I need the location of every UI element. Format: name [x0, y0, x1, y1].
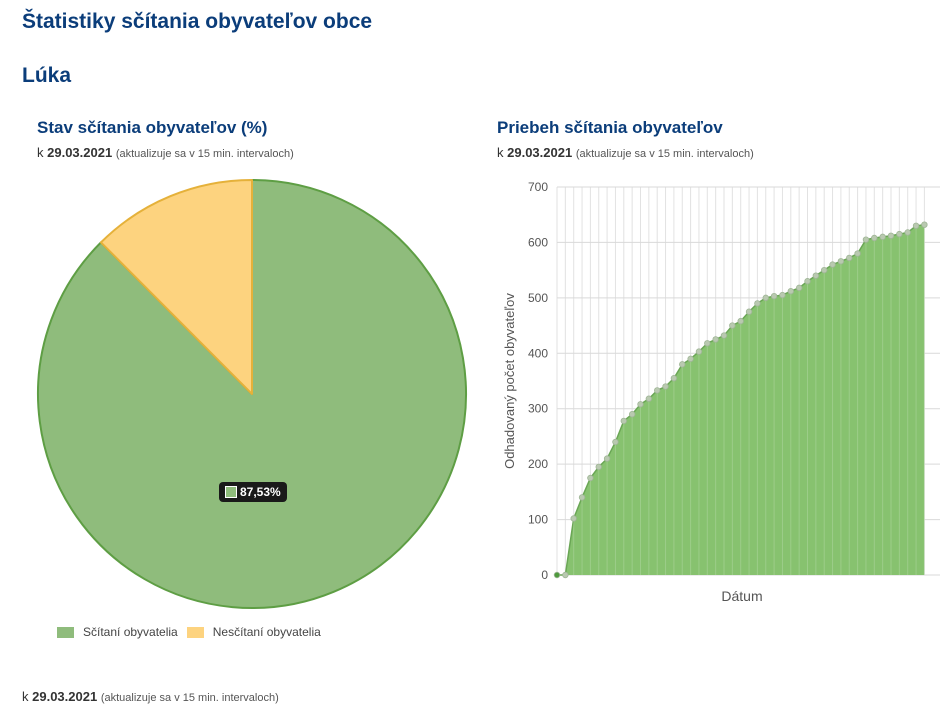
asof-prefix: k [497, 145, 504, 160]
data-point[interactable] [578, 494, 586, 501]
data-point[interactable] [795, 284, 803, 292]
y-axis-label: Odhadovaný počet obyvateľov [502, 293, 517, 469]
data-point[interactable] [612, 438, 619, 446]
data-point[interactable] [679, 361, 686, 368]
data-point[interactable] [637, 401, 644, 408]
asof-prefix: k [22, 689, 29, 704]
y-tick-label: 300 [528, 402, 548, 416]
data-point[interactable] [662, 383, 669, 390]
asof-date: 29.03.2021 [507, 145, 573, 160]
data-point[interactable] [595, 463, 602, 471]
data-point[interactable] [729, 322, 736, 329]
data-point[interactable] [620, 417, 627, 425]
y-tick-label: 200 [528, 457, 548, 471]
pie-slice-not-counted[interactable] [99, 179, 253, 395]
data-point[interactable] [587, 474, 594, 482]
data-point[interactable] [846, 254, 853, 262]
data-point[interactable] [904, 229, 911, 236]
asof-prefix: k [37, 145, 44, 160]
data-point[interactable] [879, 233, 886, 241]
data-point[interactable] [896, 230, 903, 238]
data-point[interactable] [704, 340, 711, 347]
legend-item-counted[interactable]: Sčítaní obyvatelia [57, 625, 178, 639]
pie-chart[interactable] [30, 172, 480, 617]
y-tick-label: 700 [528, 180, 548, 194]
data-point[interactable] [812, 272, 820, 279]
line-section-title: Priebeh sčítania obyvateľov [497, 118, 723, 137]
pie-asof: k 29.03.2021 (aktualizuje sa v 15 min. i… [37, 145, 294, 160]
data-point[interactable] [787, 288, 794, 295]
asof-date: 29.03.2021 [32, 689, 98, 704]
tooltip-swatch [225, 486, 237, 498]
data-point[interactable] [912, 222, 920, 229]
legend-swatch-counted [57, 626, 74, 638]
area-series-fill [557, 224, 925, 575]
asof-note: (aktualizuje sa v 15 min. intervaloch) [575, 148, 754, 160]
municipality-name: Lúka [22, 64, 72, 87]
asof-note: (aktualizuje sa v 15 min. intervaloch) [115, 148, 294, 160]
tooltip-value: 87,53% [240, 485, 281, 499]
y-tick-label: 500 [528, 291, 548, 305]
pie-legend: Sčítaní obyvatelia Nesčítaní obyvatelia [57, 625, 330, 639]
data-point[interactable] [570, 515, 577, 522]
pie-tooltip: 87,53% [219, 482, 287, 502]
data-point[interactable] [821, 266, 828, 274]
legend-label-counted: Sčítaní obyvatelia [83, 625, 178, 639]
asof-note: (aktualizuje sa v 15 min. intervaloch) [100, 692, 279, 704]
footer-asof: k 29.03.2021 (aktualizuje sa v 15 min. i… [22, 689, 279, 704]
legend-swatch-not-counted [186, 626, 204, 638]
data-point[interactable] [628, 411, 636, 418]
asof-date: 29.03.2021 [47, 145, 113, 160]
area-chart[interactable]: 0 100 200 300 400 500 600 700 Dátum Odhadovaný po… [490, 172, 944, 612]
data-point[interactable] [770, 292, 778, 300]
data-point[interactable] [737, 317, 744, 325]
data-point[interactable] [829, 261, 836, 268]
y-tick-label: 100 [528, 513, 548, 527]
data-point[interactable] [712, 336, 719, 343]
data-point[interactable] [603, 455, 611, 462]
data-point[interactable] [887, 232, 895, 239]
data-point[interactable] [762, 294, 769, 302]
data-point[interactable] [804, 278, 811, 285]
data-point[interactable] [862, 236, 870, 243]
y-tick-label: 400 [528, 346, 548, 360]
legend-item-not-counted[interactable]: Nesčítaní obyvatelia [186, 625, 321, 639]
line-asof: k 29.03.2021 (aktualizuje sa v 15 min. i… [497, 145, 754, 160]
page-title: Štatistiky sčítania obyvateľov obce [22, 10, 373, 33]
data-point[interactable] [921, 221, 928, 228]
data-point[interactable] [670, 375, 678, 382]
y-tick-label: 0 [541, 568, 548, 582]
legend-label-not-counted: Nesčítaní obyvatelia [212, 625, 321, 639]
data-point[interactable] [837, 258, 845, 265]
data-point[interactable] [695, 348, 703, 355]
pie-section-title: Stav sčítania obyvateľov (%) [37, 118, 268, 137]
data-point[interactable] [779, 291, 786, 299]
data-point[interactable] [645, 395, 653, 402]
data-point[interactable] [653, 387, 661, 394]
data-point[interactable] [871, 234, 878, 242]
data-point[interactable] [687, 355, 694, 363]
data-point[interactable] [754, 300, 761, 307]
data-point[interactable] [562, 571, 569, 579]
y-tick-label: 600 [528, 235, 548, 249]
data-point[interactable] [745, 308, 753, 315]
data-point[interactable] [553, 571, 561, 579]
x-axis-label: Dátum [721, 588, 762, 604]
data-point[interactable] [854, 250, 861, 257]
data-point[interactable] [720, 332, 728, 339]
